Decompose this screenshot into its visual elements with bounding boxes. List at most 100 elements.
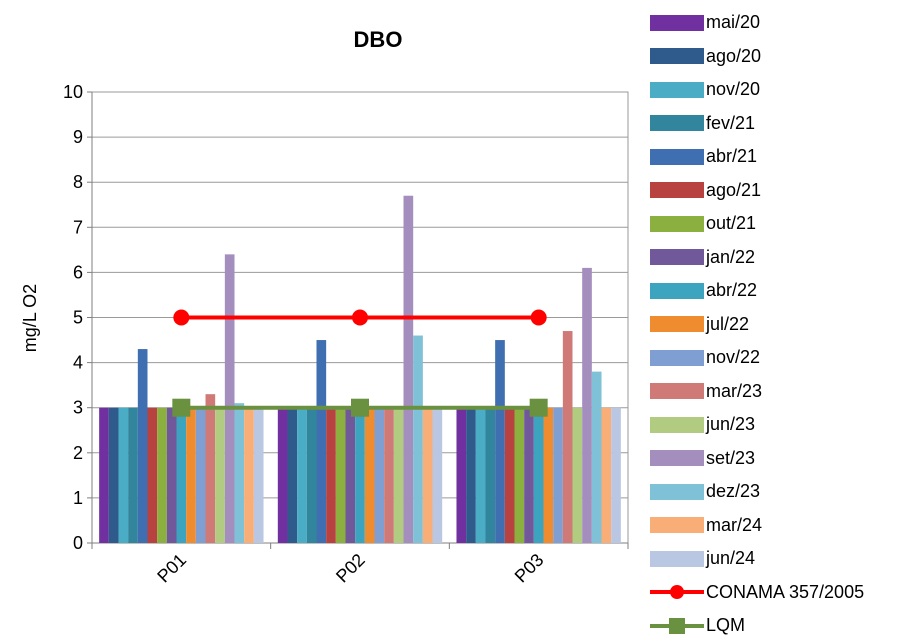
legend-label: set/23 (706, 447, 756, 468)
bar-mai-20-p03 (456, 407, 467, 543)
legend-label: nov/20 (706, 79, 761, 100)
legend-label: mai/20 (706, 12, 761, 33)
bar-dez-23-p01 (234, 403, 245, 543)
bar-abr-21-p01 (137, 349, 148, 543)
bar-nov-20-p01 (118, 407, 129, 543)
legend-swatch (650, 148, 704, 165)
bar-jan-22-p03 (524, 407, 534, 543)
bar-set-23-p02 (403, 195, 414, 544)
legend-item-nov-20: nov/20 (650, 73, 922, 107)
legend-swatch (650, 215, 704, 232)
y-tick-label-8: 8 (73, 172, 83, 192)
legend-swatch (650, 115, 704, 132)
legend-swatch (650, 383, 704, 400)
legend-swatch (650, 182, 704, 199)
y-axis-label: mg/L O2 (20, 284, 40, 352)
y-tick-label-10: 10 (63, 82, 83, 102)
bar-jan-22-p02 (345, 407, 356, 543)
chart: 0 1 2 3 4 5 6 7 8 9 10 P01 P02 P03 DBO mg/L O2 mai/20 ag… (20, 12, 864, 635)
bar-abr-22-p02 (355, 407, 365, 543)
bar-mar-23-p01 (205, 394, 216, 543)
bar-mai-20-p02 (277, 407, 288, 543)
legend-label: jul/22 (706, 313, 750, 334)
legend-swatch (650, 617, 704, 634)
bar-set-23-p03 (582, 267, 592, 543)
legend-swatch (650, 48, 704, 65)
legend-label: jan/22 (706, 246, 756, 267)
bar-set-23-p01 (224, 254, 235, 544)
bar-jan-22-p01 (166, 407, 177, 543)
y-tick-label-9: 9 (73, 127, 83, 147)
chart-canvas: 0 1 2 3 4 5 6 7 8 9 10 P01 P02 P03 DBO mg/L O2 (20, 27, 629, 587)
chart-title: DBO (354, 27, 403, 52)
marker-conama-1 (352, 309, 368, 326)
legend-item-abr-22: abr/22 (650, 274, 922, 308)
bar-nov-20-p03 (475, 407, 486, 543)
bar-abr-21-p03 (495, 340, 505, 543)
legend-item-fev-21: fev/21 (650, 107, 922, 141)
bar-jul-22-p02 (364, 407, 375, 543)
legend-label: CONAMA 357/2005 (706, 581, 865, 602)
legend-label: mar/24 (706, 514, 763, 535)
bar-ago-21-p01 (147, 407, 158, 543)
y-tick-label-6: 6 (73, 262, 83, 282)
bar-fev-21-p02 (306, 407, 317, 543)
legend-swatch (650, 282, 704, 299)
bar-jun-23-p01 (215, 407, 225, 543)
legend-item-jun-23: jun/23 (650, 408, 922, 442)
legend-swatch (650, 316, 704, 333)
legend-label: ago/20 (706, 45, 762, 66)
y-tick-label-7: 7 (73, 217, 83, 237)
bar-abr-21-p02 (316, 340, 327, 543)
bar-fev-21-p03 (485, 407, 496, 543)
bar-jun-24-p03 (611, 407, 621, 543)
bar-nov-22-p01 (195, 407, 206, 543)
legend-item-set-23: set/23 (650, 442, 922, 476)
legend-item-nov-22: nov/22 (650, 341, 922, 375)
marker-lqm-1 (351, 398, 369, 417)
bar-jul-22-p03 (543, 407, 554, 543)
legend-item-out-21: out/21 (650, 207, 922, 241)
bar-mar-23-p03 (562, 331, 573, 543)
legend-label: LQM (706, 615, 746, 636)
y-tick-label-0: 0 (73, 533, 83, 553)
marker-conama-0 (173, 309, 190, 326)
x-tick-label-p01: P01 (153, 550, 190, 587)
legend-swatch (650, 450, 704, 467)
bar-abr-22-p03 (533, 407, 544, 543)
x-tick-label-p03: P03 (511, 550, 548, 587)
bar-mar-23-p02 (384, 407, 394, 543)
legend-item-abr-21: abr/21 (650, 140, 922, 174)
bar-ago-21-p02 (326, 407, 336, 543)
bar-jun-23-p02 (393, 407, 404, 543)
legend-swatch (650, 14, 704, 31)
bar-jun-23-p03 (572, 407, 583, 543)
legend-label: jun/23 (706, 414, 756, 435)
y-tick-label-3: 3 (73, 398, 83, 418)
legend-label: ago/21 (706, 179, 762, 200)
y-tick-label-5: 5 (73, 308, 83, 328)
bar-out-21-p01 (157, 407, 167, 543)
bar-ago-20-p03 (466, 407, 476, 543)
bar-jun-24-p02 (432, 407, 443, 543)
legend-label: abr/22 (706, 280, 758, 301)
bar-mar-24-p02 (422, 407, 433, 543)
bar-dez-23-p02 (413, 335, 423, 543)
legend-item-mai-20: mai/20 (650, 6, 922, 40)
x-tick-label-p02: P02 (332, 550, 369, 587)
legend-label: jun/24 (706, 548, 756, 569)
chart-legend: mai/20 ago/20 nov/20 fev/21 abr/21 ago/21 out/… (650, 6, 922, 643)
legend-item-lqm: LQM (650, 609, 922, 643)
bar-nov-22-p03 (553, 407, 563, 543)
legend-swatch (650, 550, 704, 567)
bar-nov-22-p02 (374, 407, 385, 543)
marker-conama-2 (530, 309, 547, 326)
y-tick-label-4: 4 (73, 353, 83, 373)
bar-mai-20-p01 (99, 407, 109, 543)
legend-item-jun-24: jun/24 (650, 542, 922, 576)
bar-jul-22-p01 (186, 407, 196, 543)
legend-swatch (650, 249, 704, 266)
legend-label: dez/23 (706, 481, 761, 502)
legend-label: out/21 (706, 213, 757, 234)
legend-label: nov/22 (706, 347, 761, 368)
